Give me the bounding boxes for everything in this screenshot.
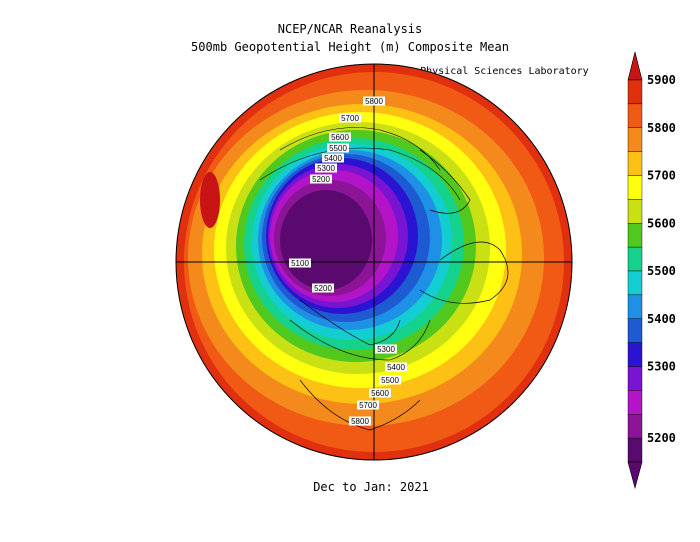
colorbar-segment (627, 79, 643, 105)
colorbar: 5900 5800 5700 5600 5500 5400 5300 5200 (627, 51, 676, 490)
contour-label: 5500 (329, 144, 347, 153)
colorbar-segment (627, 151, 643, 176)
period-label: Dec to Jan: 2021 (313, 480, 429, 494)
contour-label: 5800 (351, 417, 369, 426)
contour-label-bg (375, 344, 397, 354)
contour-label-bg (369, 388, 391, 398)
contour-label-bg (385, 362, 407, 372)
colorbar-tick-label: 5900 (647, 73, 676, 87)
contour-label: 5500 (381, 376, 399, 385)
contour-label: 5800 (365, 97, 383, 106)
colorbar-segment (627, 414, 643, 439)
contour-label-bg (327, 143, 349, 153)
lab-credit: NOAA Physical Sciences Laboratory (388, 66, 591, 77)
colorbar-bottom-arrow (627, 461, 643, 490)
contour-label: 5200 (314, 284, 332, 293)
colorbar-tick-label: 5500 (647, 264, 676, 278)
contour-label: 5600 (371, 389, 389, 398)
contour-label: 5700 (341, 114, 359, 123)
contour-labels: 5800570056005500540053005200510052005300… (289, 96, 407, 426)
contour-label: 5400 (387, 363, 405, 372)
contour-label: 5300 (317, 164, 335, 173)
contour-label-bg (312, 283, 334, 293)
colorbar-segment (627, 127, 643, 152)
contour-label: 5700 (359, 401, 377, 410)
colorbar-segment (627, 390, 643, 415)
colorbar-tick-label: 5200 (647, 431, 676, 445)
chart-subtitle: 500mb Geopotential Height (m) Composite … (191, 40, 509, 54)
contour-label-bg (339, 113, 361, 123)
chart-title: NCEP/NCAR Reanalysis (277, 22, 423, 36)
contour-label-bg (357, 400, 379, 410)
colorbar-segment (627, 175, 643, 200)
contour-label: 5300 (377, 345, 395, 354)
colorbar-segment (627, 294, 643, 319)
contour-label: 5200 (312, 175, 330, 184)
colorbar-segment (627, 437, 643, 463)
colorbar-top-arrow (627, 51, 643, 81)
contour-label: 5100 (291, 259, 309, 268)
contour-label: 5600 (331, 133, 349, 142)
contour-label-bg (289, 258, 311, 268)
colorbar-segment (627, 246, 643, 272)
contour-label-bg (363, 96, 385, 106)
contour-label-bg (379, 375, 401, 385)
colorbar-tick-label: 5400 (647, 312, 676, 326)
colorbar-segment (627, 270, 643, 296)
contour-label-bg (310, 174, 332, 184)
contour-label-bg (315, 163, 337, 173)
contour-label-bg (329, 132, 351, 142)
contour-label-bg (349, 416, 371, 426)
colorbar-tick-label: 5700 (647, 169, 676, 183)
colorbar-segment (627, 223, 643, 248)
colorbar-segment (627, 366, 643, 391)
colorbar-tick-label: 5800 (647, 121, 676, 135)
colorbar-segment (627, 342, 643, 367)
colorbar-segment (627, 199, 643, 224)
contour-label-bg (322, 153, 344, 163)
contour-label: 5400 (324, 154, 342, 163)
height-field (176, 64, 572, 460)
colorbar-tick-label: 5600 (647, 216, 676, 230)
colorbar-tick-label: 5300 (647, 360, 676, 374)
colorbar-segment (627, 318, 643, 343)
colorbar-segment (627, 103, 643, 128)
